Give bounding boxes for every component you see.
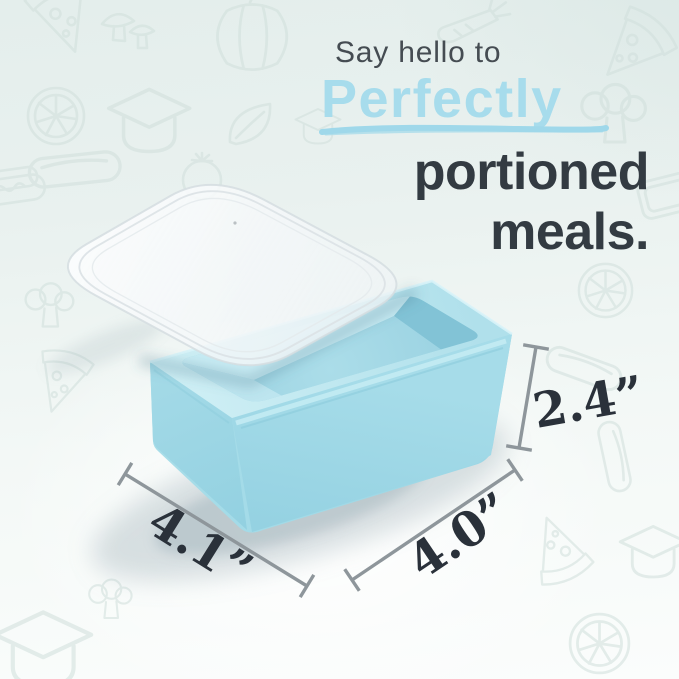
dimension-label-height: 2.4” (529, 365, 648, 439)
dimension-height: 2.4” (505, 343, 648, 452)
rim-lip-highlight-right (235, 338, 507, 426)
headline-intro: Say hello to (335, 36, 502, 69)
lid-speck (233, 221, 237, 225)
dimension-line-height (517, 346, 538, 449)
dimension-ticks-depth (343, 458, 524, 592)
headline-underline-stroke (319, 124, 609, 135)
dimension-ticks-height (505, 343, 550, 452)
headline-line3: meals. (490, 203, 649, 261)
rim-lip-groove-left (153, 369, 230, 424)
dimension-line-depth (351, 468, 516, 582)
headline-underline (319, 124, 609, 136)
lid-ground-shadow (47, 320, 163, 374)
cavity-back-right-wall (394, 296, 478, 356)
headline-highlight: Perfectly (321, 69, 563, 129)
headline-line2: portioned (413, 143, 650, 201)
container-left-face (150, 362, 247, 530)
lid-shadow-on-box (138, 287, 419, 388)
rim-lip-groove-right (240, 347, 504, 429)
container-right-face (232, 334, 512, 532)
headline-underline-stroke-2 (324, 129, 604, 136)
container-lid (66, 183, 398, 367)
dimension-line-width (124, 472, 308, 588)
dimension-ticks-width (116, 462, 316, 598)
container-body (138, 279, 513, 533)
